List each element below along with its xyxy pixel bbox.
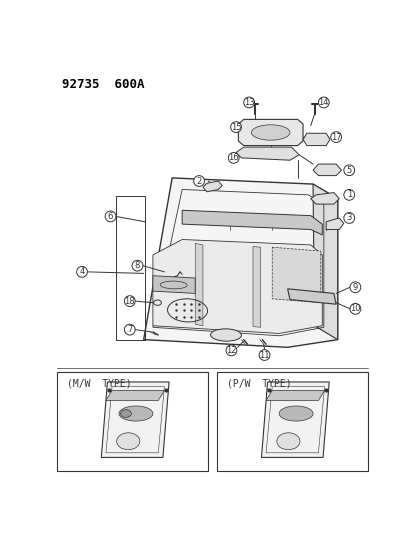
Ellipse shape xyxy=(120,410,131,417)
Circle shape xyxy=(259,350,269,360)
Text: 2: 2 xyxy=(196,176,201,185)
Ellipse shape xyxy=(251,125,289,140)
Text: 18: 18 xyxy=(124,297,135,305)
Circle shape xyxy=(228,152,239,163)
Polygon shape xyxy=(266,391,324,400)
Polygon shape xyxy=(312,164,341,175)
Circle shape xyxy=(349,282,360,293)
Circle shape xyxy=(349,303,360,314)
Circle shape xyxy=(225,345,236,356)
Ellipse shape xyxy=(119,406,152,421)
Text: (M/W  TYPE): (M/W TYPE) xyxy=(66,378,131,388)
Text: 1: 1 xyxy=(346,190,351,199)
Polygon shape xyxy=(302,133,329,146)
Polygon shape xyxy=(202,181,222,192)
Bar xyxy=(57,372,207,471)
Ellipse shape xyxy=(210,329,241,341)
Circle shape xyxy=(132,260,142,271)
Polygon shape xyxy=(252,246,260,327)
Polygon shape xyxy=(272,247,320,303)
Text: 7: 7 xyxy=(127,325,132,334)
Text: 9: 9 xyxy=(352,283,357,292)
Circle shape xyxy=(193,175,204,187)
Circle shape xyxy=(243,97,254,108)
Polygon shape xyxy=(106,391,164,400)
Circle shape xyxy=(343,189,354,200)
Circle shape xyxy=(343,213,354,223)
Text: 16: 16 xyxy=(228,154,238,163)
Polygon shape xyxy=(101,382,169,457)
Text: 11: 11 xyxy=(259,351,269,360)
Circle shape xyxy=(330,132,341,142)
Polygon shape xyxy=(195,244,202,326)
Text: (P/W  TYPE): (P/W TYPE) xyxy=(226,378,291,388)
Ellipse shape xyxy=(116,433,140,450)
Ellipse shape xyxy=(276,433,299,450)
Polygon shape xyxy=(235,147,299,160)
Circle shape xyxy=(230,122,241,133)
Circle shape xyxy=(124,324,135,335)
Polygon shape xyxy=(182,210,321,235)
Polygon shape xyxy=(143,178,337,348)
Polygon shape xyxy=(312,184,337,340)
Text: 10: 10 xyxy=(349,304,360,313)
Text: 17: 17 xyxy=(330,133,341,142)
Circle shape xyxy=(318,97,328,108)
Text: 15: 15 xyxy=(230,123,241,132)
Text: 14: 14 xyxy=(318,98,328,107)
Text: 5: 5 xyxy=(346,166,351,175)
Text: 12: 12 xyxy=(225,346,236,355)
Polygon shape xyxy=(152,239,321,334)
Polygon shape xyxy=(152,276,195,294)
Circle shape xyxy=(105,211,116,222)
Polygon shape xyxy=(261,382,328,457)
Text: 3: 3 xyxy=(346,213,351,222)
Polygon shape xyxy=(287,289,335,304)
Bar xyxy=(216,372,367,471)
Text: 8: 8 xyxy=(135,261,140,270)
Polygon shape xyxy=(310,192,338,204)
Ellipse shape xyxy=(278,406,312,421)
Text: 13: 13 xyxy=(243,98,254,107)
Circle shape xyxy=(343,165,354,175)
Text: 92735  600A: 92735 600A xyxy=(62,78,144,91)
Circle shape xyxy=(124,296,135,306)
Polygon shape xyxy=(238,119,302,146)
Circle shape xyxy=(76,266,87,277)
Text: 6: 6 xyxy=(108,212,113,221)
Polygon shape xyxy=(325,218,343,230)
Text: 4: 4 xyxy=(79,268,85,276)
